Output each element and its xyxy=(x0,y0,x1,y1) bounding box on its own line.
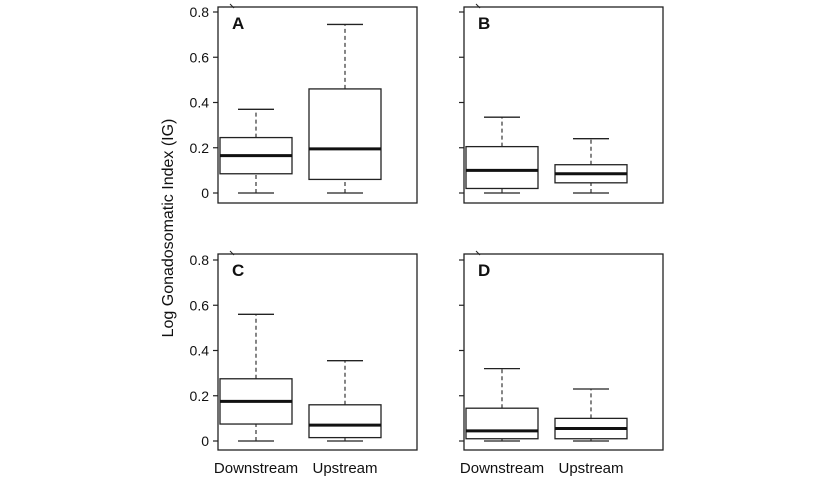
panel-c: C 0 0.2 0.4 0.6 0.8 Downstream Upstream xyxy=(190,250,418,477)
panel-b: B xyxy=(459,3,664,204)
y-tick-label: 0 xyxy=(201,185,209,201)
box-downstream xyxy=(465,116,539,194)
x-category-label: Upstream xyxy=(558,460,623,477)
panel-a: A 0 0.2 0.4 0.6 0.8 xyxy=(190,3,418,204)
iqr-box xyxy=(308,404,382,439)
y-tick-label: 0.2 xyxy=(190,388,210,404)
box-downstream xyxy=(219,313,293,442)
box-upstream xyxy=(308,360,382,442)
y-tick-label: 0.8 xyxy=(190,4,210,20)
panel-frame xyxy=(463,253,664,451)
box-upstream xyxy=(554,138,628,194)
y-axis-title: Log Gonadosomatic Index (IG) xyxy=(160,119,177,338)
box-downstream xyxy=(465,367,539,442)
box-downstream xyxy=(219,108,293,194)
x-category-label: Downstream xyxy=(214,460,298,477)
panels: A 0 0.2 0.4 0.6 0.8 B C 0 0.2 0.4 0.6 0.8 Downstream U… xyxy=(190,3,664,477)
x-category-label: Downstream xyxy=(460,460,544,477)
panel-label: B xyxy=(478,14,490,33)
panel-frame xyxy=(217,6,418,204)
x-category-label: Upstream xyxy=(312,460,377,477)
y-tick-label: 0.6 xyxy=(190,297,210,313)
corner-mark xyxy=(229,3,235,9)
panel-frame xyxy=(463,6,664,204)
iqr-box xyxy=(465,145,539,190)
panel-frame xyxy=(217,253,418,451)
panel-label: D xyxy=(478,261,490,280)
corner-mark xyxy=(475,250,481,256)
iqr-box xyxy=(308,88,382,181)
panel-d: D Downstream Upstream xyxy=(459,250,664,477)
box-upstream xyxy=(554,388,628,442)
y-tick-label: 0 xyxy=(201,433,209,449)
corner-mark xyxy=(229,250,235,256)
box-upstream xyxy=(308,23,382,194)
y-tick-label: 0.8 xyxy=(190,252,210,268)
panel-label: A xyxy=(232,14,244,33)
y-tick-label: 0.2 xyxy=(190,140,210,156)
corner-mark xyxy=(475,3,481,9)
y-tick-label: 0.6 xyxy=(190,49,210,65)
y-tick-label: 0.4 xyxy=(190,95,210,111)
panel-label: C xyxy=(232,261,244,280)
iqr-box xyxy=(465,407,539,440)
y-tick-label: 0.4 xyxy=(190,343,210,359)
